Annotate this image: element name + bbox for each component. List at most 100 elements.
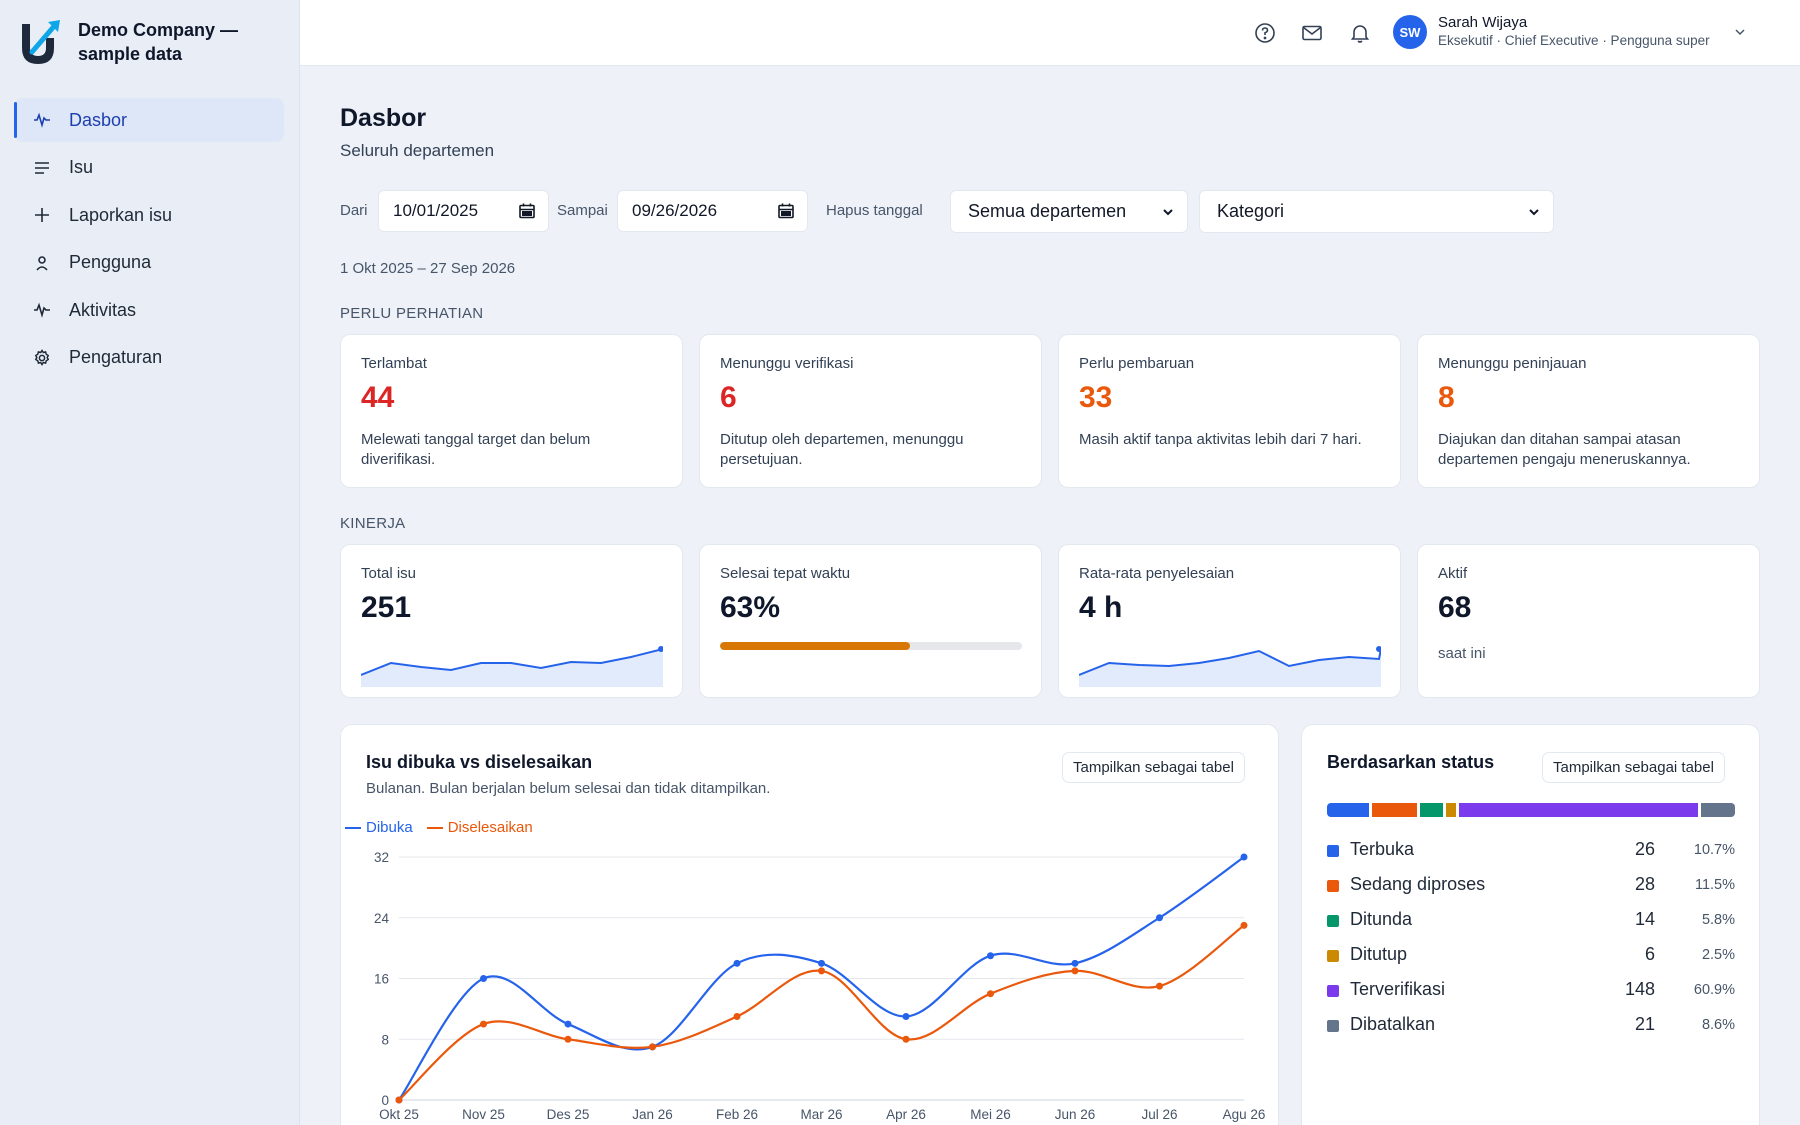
section-label-performance: KINERJA: [340, 515, 406, 532]
status-percent: 60.9%: [1693, 982, 1735, 998]
legend-swatch: [345, 826, 361, 829]
status-count: 148: [1624, 979, 1655, 999]
gear-icon: [32, 348, 52, 368]
status-row-open[interactable]: Terbuka 26 10.7%: [1327, 835, 1735, 870]
from-label: Dari: [340, 202, 368, 219]
card-label: Menunggu peninjauan: [1438, 355, 1587, 372]
section-label-attention: PERLU PERHATIAN: [340, 305, 484, 322]
sidebar-item-dasbor[interactable]: Dasbor: [14, 98, 284, 142]
to-label: Sampai: [557, 202, 608, 219]
status-color-dot: [1327, 880, 1339, 892]
from-date-value: 10/01/2025: [393, 201, 479, 220]
series-line-opened: [398, 856, 1245, 1101]
card-description: Diajukan dan ditahan sampai atasan depar…: [1438, 431, 1691, 468]
page-title: Dasbor: [340, 104, 427, 132]
clear-dates-button[interactable]: Hapus tanggal: [826, 202, 923, 219]
brand[interactable]: Demo Company — sample data: [18, 18, 258, 66]
sidebar-item-label: Dasbor: [69, 109, 128, 130]
x-tick-label: Des 25: [547, 1107, 590, 1122]
avg-resolution-sparkline: [1079, 646, 1381, 687]
status-color-dot: [1327, 1020, 1339, 1032]
user-icon: [32, 253, 52, 273]
status-name: Sedang diproses: [1350, 874, 1486, 894]
department-select[interactable]: Semua departemen: [950, 190, 1188, 233]
from-date-input[interactable]: 10/01/2025: [378, 190, 549, 232]
data-point: [480, 975, 487, 982]
x-tick-label: Okt 25: [379, 1107, 419, 1122]
category-select[interactable]: Kategori: [1199, 190, 1554, 233]
overdue-card[interactable]: Terlambat 44 Melewati tanggal target dan…: [340, 334, 683, 488]
status-bar-segment[interactable]: [1372, 803, 1418, 817]
series-line-resolved: [398, 924, 1245, 1101]
sidebar-item-aktivitas[interactable]: Aktivitas: [14, 288, 284, 332]
chevron-down-icon: [1163, 209, 1173, 216]
status-bar-segment[interactable]: [1701, 803, 1735, 817]
bell-icon[interactable]: [1348, 21, 1372, 45]
status-row-in-progress[interactable]: Sedang diproses 28 11.5%: [1327, 870, 1735, 905]
avatar[interactable]: SW: [1393, 15, 1427, 49]
show-as-table-button[interactable]: Tampilkan sebagai tabel: [1062, 752, 1245, 783]
card-value: 4 h: [1079, 591, 1123, 624]
status-bar-segment[interactable]: [1446, 803, 1456, 817]
x-tick-label: Mar 26: [800, 1107, 842, 1122]
status-bar-segment[interactable]: [1458, 803, 1699, 817]
status-percent: 5.8%: [1701, 912, 1735, 928]
needs-update-card[interactable]: Perlu pembaruan 33 Masih aktif tanpa akt…: [1058, 334, 1401, 488]
status-stacked-bar: [1327, 803, 1735, 817]
status-row-cancelled[interactable]: Dibatalkan 21 8.6%: [1327, 1010, 1735, 1045]
calendar-icon[interactable]: [777, 202, 795, 220]
to-date-input[interactable]: 09/26/2026: [617, 190, 808, 232]
user-name[interactable]: Sarah Wijaya: [1438, 14, 1528, 31]
legend-item-resolved[interactable]: Diselesaikan: [426, 819, 533, 836]
sidebar-item-pengguna[interactable]: Pengguna: [14, 241, 284, 285]
opened-vs-resolved-panel: Isu dibuka vs diselesaikan Bulanan. Bula…: [340, 724, 1279, 1125]
status-row-closed[interactable]: Ditutup 6 2.5%: [1327, 940, 1735, 975]
data-point: [733, 959, 741, 967]
data-point: [902, 1012, 910, 1020]
legend-swatch: [426, 826, 443, 829]
chevron-down-icon[interactable]: [1732, 24, 1748, 40]
legend-label: Diselesaikan: [447, 819, 533, 836]
plus-icon: [32, 205, 52, 225]
x-tick-label: Jun 26: [1055, 1107, 1096, 1122]
calendar-icon[interactable]: [518, 202, 536, 220]
data-point: [1071, 967, 1079, 975]
x-tick-label: Apr 26: [886, 1107, 926, 1122]
status-name: Terbuka: [1350, 839, 1415, 859]
on-time-card[interactable]: Selesai tepat waktu 63%: [699, 544, 1042, 698]
sidebar-item-pengaturan[interactable]: Pengaturan: [14, 336, 284, 380]
data-point: [818, 967, 825, 975]
data-point: [987, 952, 994, 960]
active-card[interactable]: Aktif 68 saat ini: [1417, 544, 1760, 698]
legend-item-opened[interactable]: Dibuka: [345, 819, 413, 836]
show-as-table-button[interactable]: Tampilkan sebagai tabel: [1542, 752, 1725, 783]
status-bar-segment[interactable]: [1327, 803, 1370, 817]
avg-resolution-card[interactable]: Rata-rata penyelesaian 4 h: [1058, 544, 1401, 698]
card-value: 63%: [720, 591, 781, 624]
status-list: Terbuka 26 10.7% Sedang diproses 28 11.5…: [1327, 835, 1735, 1045]
data-point: [649, 1043, 656, 1051]
status-row-on-hold[interactable]: Ditunda 14 5.8%: [1327, 905, 1735, 940]
data-point: [395, 1096, 403, 1104]
data-point: [987, 990, 994, 998]
data-point: [1156, 914, 1163, 922]
card-label: Total isu: [361, 565, 417, 582]
sidebar-item-isu[interactable]: Isu: [14, 146, 284, 190]
help-icon[interactable]: [1253, 21, 1277, 45]
card-label: Terlambat: [361, 355, 427, 372]
sidebar-nav: Dasbor Isu Laporkan isu Pengguna Aktivit…: [14, 98, 284, 383]
sidebar-item-label: Aktivitas: [69, 299, 137, 320]
mail-icon[interactable]: [1300, 21, 1324, 45]
awaiting-verification-card[interactable]: Menunggu verifikasi 6 Ditutup oleh depar…: [699, 334, 1042, 488]
card-value: 44: [361, 381, 395, 414]
status-color-dot: [1327, 950, 1339, 962]
card-description: Masih aktif tanpa aktivitas lebih dari 7…: [1079, 431, 1362, 448]
sidebar-item-laporkan-isu[interactable]: Laporkan isu: [14, 193, 284, 237]
y-tick-label: 32: [374, 850, 389, 865]
awaiting-review-card[interactable]: Menunggu peninjauan 8 Diajukan dan ditah…: [1417, 334, 1760, 488]
total-issues-card[interactable]: Total isu 251: [340, 544, 683, 698]
sidebar: Demo Company — sample data Dasbor Isu La…: [0, 0, 300, 1125]
card-description: Ditutup oleh departemen, menunggu perset…: [720, 431, 964, 468]
status-row-verified[interactable]: Terverifikasi 148 60.9%: [1327, 975, 1735, 1010]
status-bar-segment[interactable]: [1420, 803, 1444, 817]
